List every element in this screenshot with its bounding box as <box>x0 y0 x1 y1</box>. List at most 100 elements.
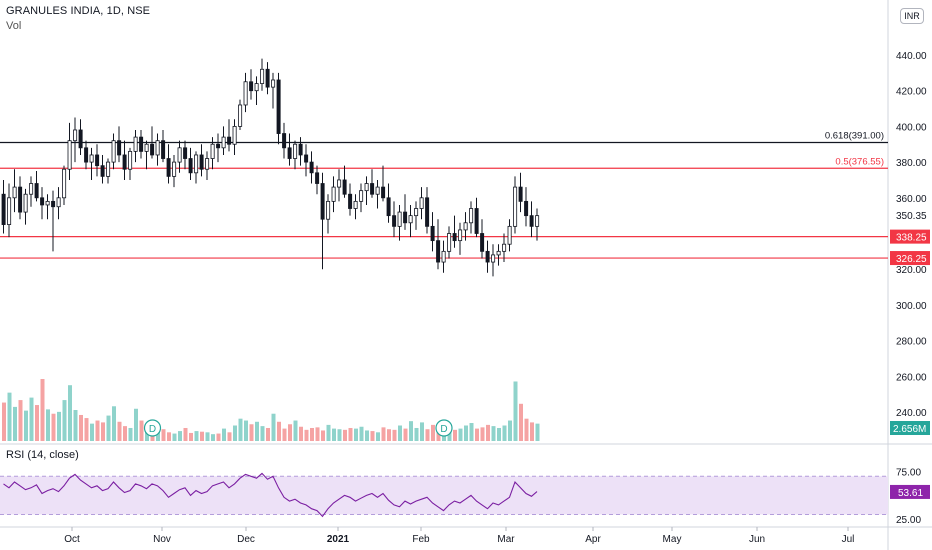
price-tick-label: 400.00 <box>896 122 927 133</box>
volume-bar <box>216 433 221 441</box>
volume-bar <box>244 420 248 441</box>
candle-body <box>359 190 364 202</box>
candle-body <box>271 79 276 88</box>
volume-bar <box>398 425 402 441</box>
candle-body <box>529 215 534 227</box>
candle-body <box>265 68 270 88</box>
candle-body <box>67 140 72 170</box>
candle-body <box>293 143 298 159</box>
volume-bar <box>40 379 45 441</box>
volume-bar <box>299 426 303 441</box>
rsi-badge-label: 53.61 <box>898 488 923 499</box>
volume-bar <box>227 432 232 441</box>
candle-body <box>502 243 507 252</box>
candle-body <box>282 133 287 149</box>
volume-bar <box>260 426 265 441</box>
candle-body <box>166 158 171 177</box>
time-axis-label: Mar <box>497 534 515 545</box>
volume-badge-label: 2.656M <box>893 424 926 435</box>
rsi-line <box>3 472 538 518</box>
volume-bar <box>255 421 259 441</box>
volume-bar <box>205 432 210 441</box>
volume-bar <box>29 397 34 441</box>
price-tick-label: 360.00 <box>896 194 927 205</box>
price-tick-label: 300.00 <box>896 301 927 312</box>
volume-bar <box>68 385 72 441</box>
candle-body <box>128 150 133 170</box>
volume-bar <box>475 428 479 441</box>
candle-body <box>106 161 111 177</box>
volume-bar <box>238 418 243 441</box>
volume-bar <box>46 409 50 441</box>
candle-body <box>249 81 254 92</box>
volume-bar <box>332 428 336 441</box>
candle-body <box>425 197 430 227</box>
candle-body <box>408 215 413 224</box>
volume-bar <box>112 406 116 441</box>
candle-body <box>150 143 155 156</box>
volume-bar <box>464 425 468 441</box>
volume-bar <box>134 408 138 441</box>
price-tick-label: 260.00 <box>896 372 927 383</box>
volume-bar <box>183 427 188 441</box>
price-tick-label: 320.00 <box>896 265 927 276</box>
volume-bar <box>51 413 56 441</box>
candle-body <box>304 154 309 163</box>
volume-bar <box>194 431 199 441</box>
candle-body <box>78 129 83 149</box>
candle-body <box>430 225 435 242</box>
volume-bar <box>73 410 78 441</box>
candle-body <box>260 68 265 84</box>
volume-bar <box>222 428 226 441</box>
candle-body <box>353 200 358 209</box>
dividend-marker <box>143 419 162 437</box>
candle-body <box>480 233 485 252</box>
time-axis-label: Feb <box>412 534 430 545</box>
fib-level-label: 0.5(376.55) <box>835 156 884 167</box>
volume-bar <box>79 414 83 441</box>
volume-bar <box>95 420 100 441</box>
candle-body <box>89 154 94 163</box>
volume-bar <box>420 422 424 441</box>
price-tick-label: 420.00 <box>896 87 927 98</box>
candle-body <box>441 250 446 263</box>
rsi-band <box>0 476 888 515</box>
volume-bar <box>458 428 463 441</box>
candle-body <box>84 147 89 163</box>
volume-bar <box>376 432 380 441</box>
volume-badge <box>890 421 930 435</box>
volume-bar <box>84 418 89 441</box>
candle-body <box>161 140 166 159</box>
symbol-title[interactable]: GRANULES INDIA, 1D, NSE <box>6 5 151 17</box>
candle-body <box>95 154 100 167</box>
candle-body <box>34 183 39 199</box>
volume-bar <box>524 418 529 441</box>
candle-body <box>144 143 149 152</box>
candle-body <box>254 83 259 92</box>
volume-bar <box>469 423 474 441</box>
volume-bar <box>167 432 171 441</box>
volume-bar <box>211 434 215 441</box>
candle-body <box>238 104 243 127</box>
volume-bar <box>249 424 254 441</box>
volume-bar <box>101 422 105 441</box>
candle-body <box>276 79 281 134</box>
volume-bar <box>326 424 331 441</box>
level-badge-label: 326.25 <box>896 254 927 265</box>
candle-body <box>133 136 138 152</box>
candle-body <box>436 240 441 263</box>
volume-bar <box>178 431 182 441</box>
candle-body <box>447 233 452 252</box>
candle-body <box>23 193 28 213</box>
currency-badge[interactable]: INR <box>900 8 924 24</box>
candle-body <box>100 165 105 177</box>
candle-body <box>45 200 50 206</box>
volume-bar <box>392 429 397 441</box>
volume-bar <box>293 420 298 441</box>
candle-body <box>535 215 540 227</box>
time-axis-label: 2021 <box>327 534 350 545</box>
volume-bar <box>106 415 111 441</box>
rsi-tick-label: 75.00 <box>896 468 921 479</box>
volume-bar <box>271 413 276 441</box>
